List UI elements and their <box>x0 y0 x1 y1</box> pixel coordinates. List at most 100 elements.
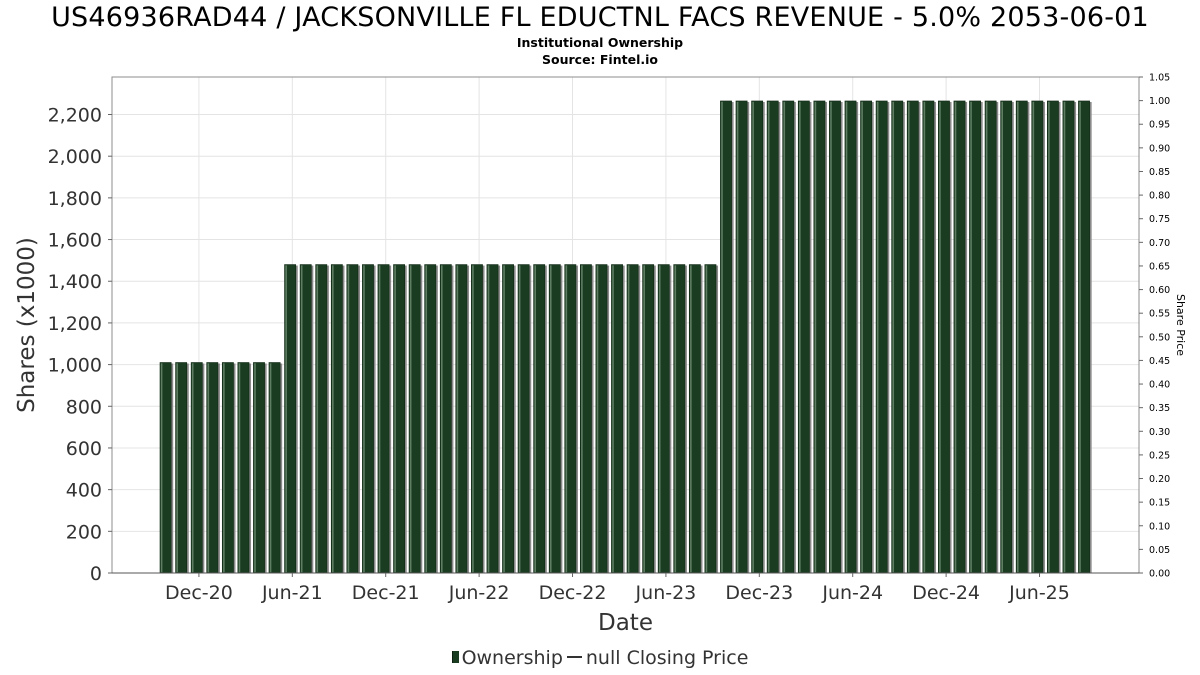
ownership-bar-highlight <box>954 101 957 573</box>
ownership-bar-highlight <box>721 101 723 573</box>
ownership-bar-highlight <box>254 363 256 573</box>
y2-tick-label: 0.30 <box>1149 427 1170 438</box>
ownership-bar-highlight <box>690 265 692 573</box>
ownership-bar-highlight <box>845 101 848 573</box>
plot-area <box>112 77 1139 573</box>
y2-tick-label: 0.80 <box>1149 191 1170 202</box>
chart-source: Source: Fintel.io <box>542 52 658 67</box>
ownership-bar-highlight <box>456 265 459 573</box>
ownership-bar-highlight <box>207 363 210 573</box>
ownership-bar-highlight <box>752 101 754 573</box>
y2-tick-label: 1.00 <box>1149 96 1170 107</box>
x-axis-title: Date <box>598 610 653 636</box>
ownership-bar-highlight <box>176 363 178 573</box>
ownership-bar-highlight <box>674 265 677 573</box>
y-tick-label: 2,200 <box>48 105 102 127</box>
ownership-bar-highlight <box>487 265 490 573</box>
y-tick-label: 600 <box>66 438 102 460</box>
y2-tick-label: 0.85 <box>1149 167 1170 178</box>
ownership-bar-highlight <box>970 101 972 573</box>
ownership-bar-highlight <box>1001 101 1003 573</box>
y-tick-label: 1,200 <box>48 313 102 335</box>
ownership-bar-highlight <box>581 265 583 573</box>
y-axis-title: Shares (x1000) <box>14 237 40 413</box>
ownership-legend-swatch <box>451 650 459 663</box>
x-tick-label: Dec-24 <box>912 582 980 604</box>
ownership-bar-highlight <box>378 265 381 573</box>
ownership-bar-highlight <box>627 265 630 573</box>
ownership-bar-highlight <box>939 101 941 573</box>
x-tick-label: Dec-21 <box>352 582 420 604</box>
y2-tick-label: 0.00 <box>1149 569 1170 580</box>
ownership-bar-highlight <box>347 265 350 573</box>
ownership-bar-highlight <box>409 265 412 573</box>
ownership-bar-highlight <box>316 265 319 573</box>
y-tick-label: 1,000 <box>48 355 102 377</box>
ownership-bar-highlight <box>830 101 832 573</box>
ownership-bar-highlight <box>549 265 552 573</box>
ownership-bar-highlight <box>472 265 474 573</box>
ownership-bar-highlight <box>191 363 194 573</box>
price-legend-swatch <box>566 655 582 658</box>
y2-axis-title: Share Price <box>1174 294 1187 356</box>
y-tick-label: 1,800 <box>48 188 102 210</box>
ownership-bar-highlight <box>643 265 645 573</box>
y2-tick-label: 0.95 <box>1149 120 1170 131</box>
chart-subtitle: Institutional Ownership <box>516 35 684 50</box>
y2-tick-label: 0.90 <box>1149 143 1170 154</box>
y2-tick-label: 0.05 <box>1149 545 1170 556</box>
ownership-bar-highlight <box>565 265 568 573</box>
x-tick-label: Dec-20 <box>165 582 233 604</box>
y2-tick-label: 0.55 <box>1149 309 1170 320</box>
y-tick-label: 1,400 <box>48 271 102 293</box>
chart-legend: Ownership null Closing Price <box>0 647 1200 669</box>
ownership-bar-highlight <box>767 101 770 573</box>
ownership-bar-highlight <box>285 265 287 573</box>
x-tick-label: Jun-23 <box>635 582 697 604</box>
ownership-bar-highlight <box>1016 101 1019 573</box>
y2-tick-label: 0.60 <box>1149 285 1170 296</box>
y2-tick-label: 1.05 <box>1149 73 1170 84</box>
y2-tick-label: 0.75 <box>1149 214 1170 225</box>
ownership-bar-highlight <box>1063 101 1066 573</box>
ownership-bar-highlight <box>363 265 365 573</box>
x-tick-label: Jun-25 <box>1008 582 1070 604</box>
ownership-legend-label: Ownership <box>461 647 563 669</box>
ownership-bar-highlight <box>892 101 895 573</box>
ownership-bar-highlight <box>425 265 428 573</box>
ownership-bar-highlight <box>238 363 241 573</box>
ownership-bar-highlight <box>269 363 272 573</box>
y2-tick-label: 0.45 <box>1149 356 1170 367</box>
y-tick-label: 800 <box>66 396 102 418</box>
ownership-bar-highlight <box>814 101 817 573</box>
x-tick-label: Jun-21 <box>261 582 323 604</box>
price-legend-label: null Closing Price <box>585 647 749 669</box>
y-tick-label: 1,600 <box>48 230 102 252</box>
chart-title: US46936RAD44 / JACKSONVILLE FL EDUCTNL F… <box>51 2 1149 33</box>
ownership-bar-highlight <box>394 265 396 573</box>
ownership-bar-highlight <box>1048 101 1050 573</box>
ownership-bar-highlight <box>1032 101 1035 573</box>
y2-tick-label: 0.10 <box>1149 521 1170 532</box>
x-tick-label: Dec-23 <box>725 582 793 604</box>
x-tick-label: Jun-22 <box>448 582 510 604</box>
ownership-bar-highlight <box>503 265 505 573</box>
y2-tick-label: 0.25 <box>1149 450 1170 461</box>
ownership-bar-highlight <box>658 265 661 573</box>
ownership-bar-highlight <box>705 265 708 573</box>
x-tick-label: Jun-24 <box>821 582 883 604</box>
y-tick-label: 0 <box>90 563 102 585</box>
ownership-bar-highlight <box>534 265 536 573</box>
ownership-bar-highlight <box>160 363 163 573</box>
ownership-bar-highlight <box>596 265 599 573</box>
ownership-bar-highlight <box>518 265 521 573</box>
ownership-bar-highlight <box>736 101 739 573</box>
ownership-bar-highlight <box>783 101 786 573</box>
ownership-bar-highlight <box>985 101 988 573</box>
y2-tick-label: 0.70 <box>1149 238 1170 249</box>
y-tick-label: 400 <box>66 480 102 502</box>
y2-tick-label: 0.40 <box>1149 380 1170 391</box>
y-tick-label: 200 <box>66 521 102 543</box>
ownership-bar-highlight <box>908 101 910 573</box>
